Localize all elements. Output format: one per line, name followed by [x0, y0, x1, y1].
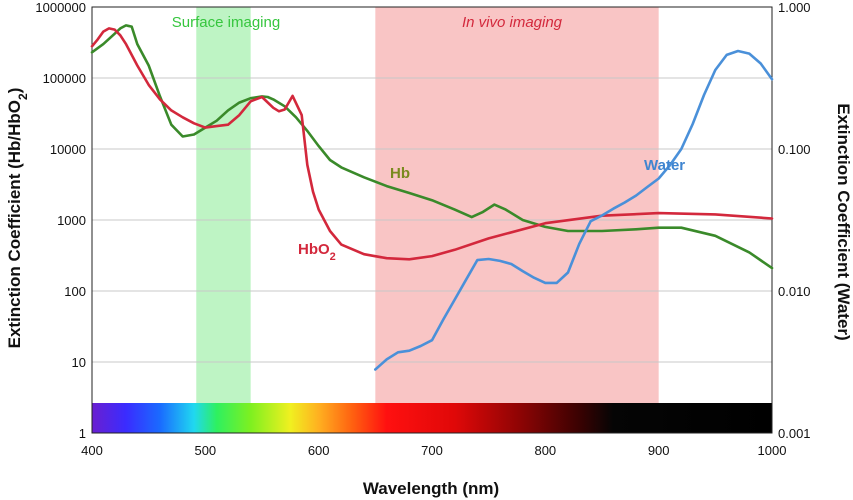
x-tick-500: 500	[194, 443, 216, 458]
y-right-tick-labels: 0.001 0.010 0.100 1.000	[778, 0, 811, 441]
hbo2-label-main: HbO	[298, 241, 330, 258]
x-tick-700: 700	[421, 443, 443, 458]
series-water	[373, 49, 774, 371]
series-hbo	[90, 27, 774, 261]
y-right-tick-0.001: 0.001	[778, 426, 811, 441]
in-vivo-imaging-label: In vivo imaging	[462, 14, 563, 31]
y-right-axis-title: Extinction Coefficient (Water)	[834, 103, 853, 340]
series-hb	[90, 24, 774, 270]
y-left-tick-100: 100	[64, 284, 86, 299]
plot-frame	[91, 6, 773, 434]
hbo2-label-sub: 2	[330, 251, 336, 263]
y-left-tick-labels: 1 10 100 1000 10000 100000 1000000	[35, 0, 86, 441]
hbo2-series-label: HbO2	[298, 241, 336, 263]
x-tick-400: 400	[81, 443, 103, 458]
x-tick-900: 900	[648, 443, 670, 458]
y-left-axis-title-close: )	[5, 88, 24, 94]
y-left-tick-10000: 10000	[50, 142, 86, 157]
x-tick-1000: 1000	[758, 443, 787, 458]
y-left-axis-title-sub: 2	[16, 93, 30, 100]
watermark: 知乎 @津发科技	[681, 457, 798, 476]
y-left-axis-title-main: Extinction Coefficient (Hb/HbO	[5, 100, 24, 348]
y-right-tick-0.100: 0.100	[778, 142, 811, 157]
x-axis-title: Wavelength (nm)	[363, 479, 499, 498]
hb-series-label: Hb	[390, 165, 410, 182]
y-left-tick-1: 1	[79, 426, 86, 441]
x-tick-600: 600	[308, 443, 330, 458]
y-left-axis-title: Extinction Coefficient (Hb/HbO2)	[5, 88, 30, 349]
y-left-tick-10: 10	[72, 355, 86, 370]
y-left-tick-100000: 100000	[43, 71, 86, 86]
spectrum-bar	[92, 403, 772, 433]
y-right-tick-1.000: 1.000	[778, 0, 811, 15]
surface-imaging-label: Surface imaging	[172, 14, 280, 31]
x-tick-800: 800	[534, 443, 556, 458]
spectrum-gradient	[92, 403, 772, 433]
x-tick-labels: 400 500 600 700 800 900 1000	[81, 443, 786, 458]
y-left-tick-1000000: 1000000	[35, 0, 86, 15]
y-right-tick-0.010: 0.010	[778, 284, 811, 299]
y-left-tick-1000: 1000	[57, 213, 86, 228]
series-lines	[90, 24, 774, 371]
water-series-label: Water	[644, 157, 685, 174]
plot-border	[91, 6, 773, 434]
